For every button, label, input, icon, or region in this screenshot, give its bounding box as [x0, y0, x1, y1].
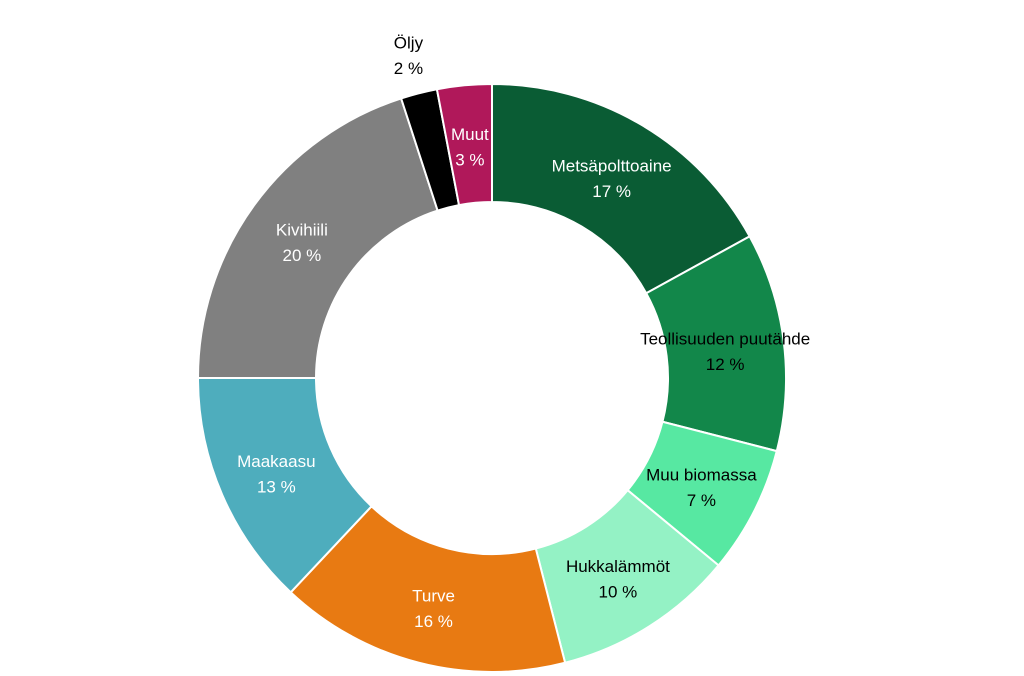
- slice-label-8: Muut 3 %: [451, 125, 489, 170]
- slice-label-5: Maakaasu 13 %: [237, 452, 315, 497]
- chart-labels: Metsäpolttoaine 17 % Teollisuuden puutähde…: [237, 33, 810, 631]
- slice-value: 20 %: [283, 246, 322, 265]
- slice-name: Muut: [451, 125, 489, 144]
- slice-value: 3 %: [455, 150, 484, 169]
- slice-name: Öljy: [394, 33, 424, 52]
- slice-label-7: Öljy 2 %: [394, 33, 424, 78]
- slice-name: Teollisuuden puutähde: [640, 329, 810, 348]
- slice-value: 12 %: [706, 355, 745, 374]
- slice-label-0: Metsäpolttoaine 17 %: [552, 156, 672, 201]
- slice-value: 10 %: [599, 583, 638, 602]
- slice-label-6: Kivihiili 20 %: [276, 221, 328, 266]
- slice-6: [196, 97, 439, 379]
- slice-8: [435, 82, 493, 207]
- slice-name: Metsäpolttoaine: [552, 156, 672, 175]
- slice-value: 16 %: [414, 612, 453, 631]
- slice-value: 2 %: [394, 59, 423, 78]
- slice-name: Maakaasu: [237, 452, 315, 471]
- slice-name: Turve: [412, 586, 455, 605]
- slice-value: 13 %: [257, 478, 296, 497]
- slice-value: 7 %: [687, 491, 716, 510]
- slice-name: Muu biomassa: [646, 465, 757, 484]
- slice-label-4: Turve 16 %: [412, 586, 455, 631]
- slice-label-2: Muu biomassa 7 %: [646, 465, 757, 510]
- slice-value: 17 %: [592, 182, 631, 201]
- slice-name: Hukkalämmöt: [566, 557, 670, 576]
- slice-label-3: Hukkalämmöt 10 %: [566, 557, 670, 602]
- slice-name: Kivihiili: [276, 221, 328, 240]
- slice-label-1: Teollisuuden puutähde 12 %: [640, 329, 810, 374]
- chart-slices: [196, 82, 787, 673]
